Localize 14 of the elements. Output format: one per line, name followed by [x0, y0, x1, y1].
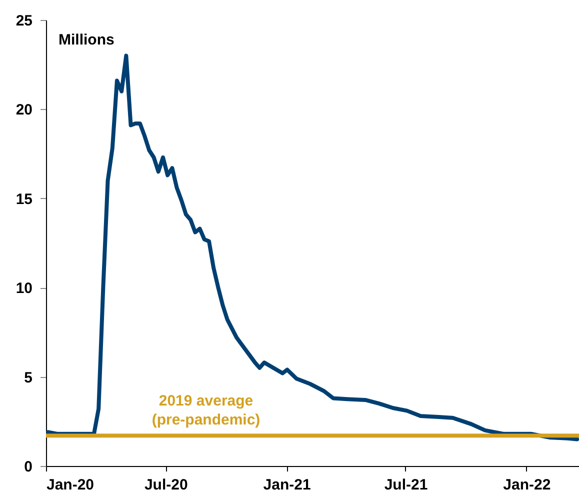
- x-tick-label: Jan-20: [46, 476, 94, 494]
- y-tick-label: 15: [16, 190, 32, 208]
- ref-line-label: 2019 average (pre-pandemic): [152, 392, 260, 429]
- x-tick-label: Jul-21: [384, 476, 428, 494]
- y-axis-title: Millions: [58, 32, 114, 48]
- x-tick-label: Jan-22: [503, 476, 551, 494]
- y-tick-label: 0: [24, 458, 32, 476]
- y-tick-label: 20: [16, 102, 32, 119]
- y-tick-label: 5: [24, 369, 32, 386]
- y-tick-label: 25: [16, 12, 32, 30]
- x-tick-label: Jan-21: [263, 476, 311, 494]
- x-tick-label: Jul-20: [144, 476, 188, 494]
- line-series: [46, 54, 579, 442]
- y-tick-label: 10: [16, 280, 32, 298]
